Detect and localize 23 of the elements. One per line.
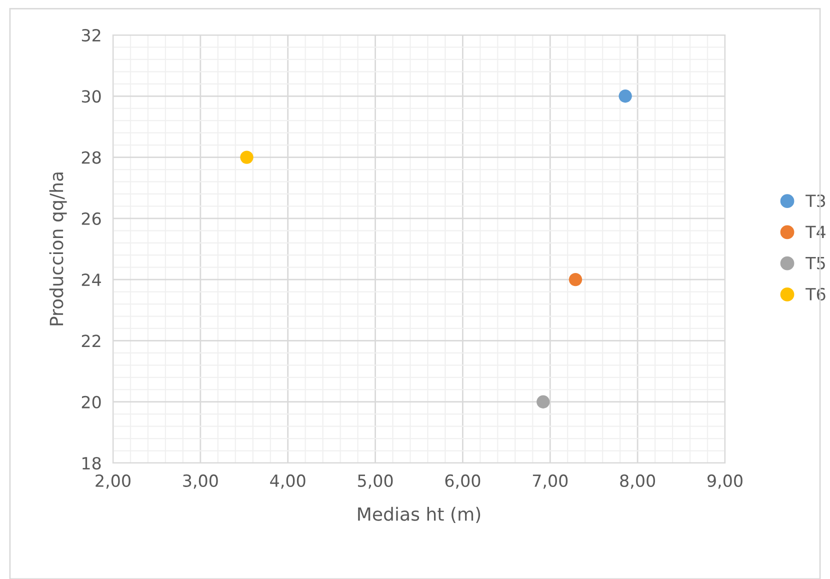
legend-label: T4 xyxy=(806,226,826,238)
point xyxy=(240,150,254,164)
y-tick-label: 20 xyxy=(82,396,101,408)
y-tick-label: 30 xyxy=(82,90,101,103)
x-tick-label: 2,00 xyxy=(96,474,130,489)
x-tick-label: 5,00 xyxy=(358,474,393,489)
point xyxy=(568,272,582,286)
y-tick-label: 26 xyxy=(82,212,101,225)
y-tick-label: 18 xyxy=(82,456,101,470)
x-axis-title: Medias ht (m) xyxy=(358,506,480,524)
x-tick-label: 6,00 xyxy=(445,474,480,489)
y-tick-label: 32 xyxy=(82,28,100,42)
x-tick-label: 3,00 xyxy=(183,474,218,489)
y-tick-label: 24 xyxy=(82,274,101,286)
x-tick-label: 7,00 xyxy=(532,474,568,489)
x-tick-label: 4,00 xyxy=(270,474,306,489)
y-axis-title: Produccion qq/ha xyxy=(49,172,67,326)
point xyxy=(536,395,550,408)
point xyxy=(618,90,632,103)
y-tick-label: 22 xyxy=(82,334,100,348)
x-tick-label: 9,00 xyxy=(707,474,742,489)
y-tick-label: 28 xyxy=(82,151,101,164)
x-tick-label: 8,00 xyxy=(620,474,656,489)
